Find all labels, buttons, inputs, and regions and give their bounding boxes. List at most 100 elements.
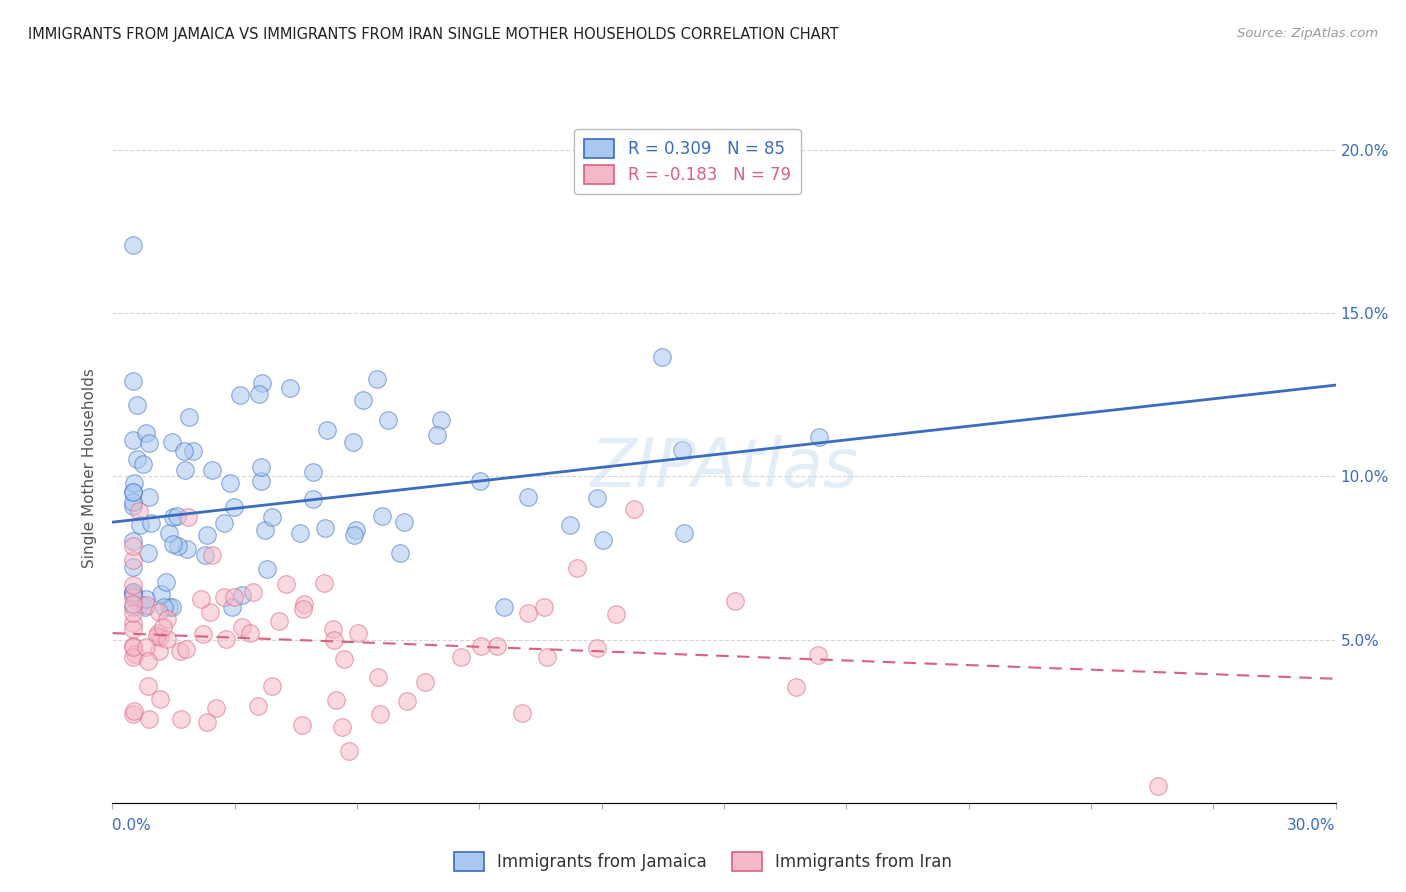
Point [122,499,145,513]
Point [314,521,336,535]
Point [322,633,344,648]
Point [291,718,314,732]
Point [177,509,200,524]
Point [250,475,273,489]
Point [312,575,335,590]
Point [122,587,145,601]
Text: IMMIGRANTS FROM JAMAICA VS IMMIGRANTS FROM IRAN SINGLE MOTHER HOUSEHOLDS CORRELA: IMMIGRANTS FROM JAMAICA VS IMMIGRANTS FR… [28,27,839,42]
Point [135,592,157,607]
Point [302,465,325,479]
Point [242,585,264,599]
Point [231,588,253,602]
Point [278,381,301,395]
Point [389,546,412,560]
Point [122,590,145,604]
Point [122,485,145,500]
Point [371,508,394,523]
Point [204,701,226,715]
Point [256,562,278,576]
Point [138,712,160,726]
Point [198,606,221,620]
Point [122,475,145,490]
Point [352,392,374,407]
Point [536,649,558,664]
Point [274,577,297,591]
Point [122,704,145,718]
Point [262,679,284,693]
Point [122,559,145,574]
Point [146,630,169,644]
Point [219,476,242,491]
Point [785,680,807,694]
Point [429,413,451,427]
Point [122,237,145,252]
Point [136,679,159,693]
Point [173,444,195,458]
Point [215,632,238,647]
Point [567,561,589,575]
Point [377,413,399,427]
Point [181,443,204,458]
Point [127,398,149,412]
Point [517,606,540,620]
Point [231,620,253,634]
Point [586,491,609,505]
Y-axis label: Single Mother Households: Single Mother Households [82,368,97,568]
Point [129,597,152,611]
Point [122,599,145,614]
Point [160,599,183,614]
Point [169,644,191,658]
Point [253,523,276,537]
Point [136,654,159,668]
Point [148,605,170,619]
Point [252,376,274,391]
Point [224,590,246,604]
Point [122,622,145,636]
Point [301,491,323,506]
Point [337,744,360,758]
Point [160,434,183,449]
Text: 30.0%: 30.0% [1288,818,1336,832]
Point [512,706,534,720]
Text: Source: ZipAtlas.com: Source: ZipAtlas.com [1237,27,1378,40]
Point [138,490,160,504]
Point [808,430,831,444]
Point [201,548,224,562]
Point [194,549,217,563]
Point [485,639,508,653]
Point [141,516,163,530]
Point [122,650,145,665]
Point [723,594,745,608]
Point [468,474,491,488]
Point [672,526,695,541]
Point [157,599,180,614]
Point [413,675,436,690]
Point [174,642,197,657]
Point [138,435,160,450]
Point [122,639,145,653]
Text: 0.0%: 0.0% [112,818,152,832]
Point [125,451,148,466]
Point [122,374,145,388]
Text: ZIPAtlas: ZIPAtlas [591,435,858,501]
Point [250,459,273,474]
Point [533,599,555,614]
Point [122,553,145,567]
Point [129,518,152,533]
Point [191,627,214,641]
Point [122,585,145,599]
Point [517,490,540,504]
Point [122,434,145,448]
Point [122,640,145,655]
Point [122,707,145,722]
Point [292,602,315,616]
Point [229,388,252,402]
Point [195,528,218,542]
Point [651,350,673,364]
Point [343,528,366,542]
Point [316,423,339,437]
Point [247,387,270,401]
Point [322,622,344,636]
Point [470,640,492,654]
Point [426,428,449,442]
